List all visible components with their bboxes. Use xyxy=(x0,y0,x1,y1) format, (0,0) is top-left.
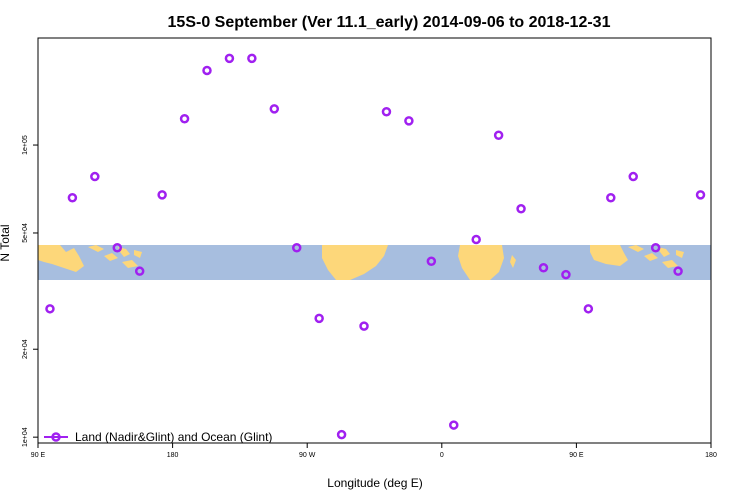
data-point xyxy=(247,53,257,64)
data-point xyxy=(336,429,347,440)
data-point xyxy=(493,130,504,141)
y-axis: 1e+04 2e+04 5e+04 1e+05 xyxy=(22,135,38,447)
data-point xyxy=(134,266,145,276)
land-shape xyxy=(122,260,138,268)
x-tick-label: 90 E xyxy=(31,452,46,459)
y-tick-label: 1e+04 xyxy=(22,427,29,447)
data-point xyxy=(583,304,594,314)
plot-frame xyxy=(37,37,712,444)
land-areas xyxy=(38,245,684,280)
data-point xyxy=(606,193,616,203)
land-shape xyxy=(458,245,504,280)
y-axis-title: N Total xyxy=(0,224,12,261)
land-shape xyxy=(134,250,142,258)
land-shape xyxy=(644,253,658,261)
data-point xyxy=(426,256,437,267)
data-point xyxy=(359,321,369,331)
land-shape xyxy=(104,253,118,261)
land-shape xyxy=(590,245,628,266)
data-point xyxy=(67,193,78,203)
data-point xyxy=(179,114,190,124)
x-axis: 90 E 180 90 W 0 90 E 180 xyxy=(31,443,717,459)
x-axis-title: Longitude (deg E) xyxy=(327,476,422,490)
data-point xyxy=(650,243,661,253)
data-point xyxy=(695,190,706,200)
data-point xyxy=(381,107,392,117)
data-point xyxy=(45,304,55,314)
land-shape xyxy=(510,255,516,268)
background-map xyxy=(38,245,711,280)
land-shape xyxy=(322,245,388,280)
data-point xyxy=(112,243,123,253)
legend: Land (Nadir&Glint) and Ocean (Glint) xyxy=(44,430,272,444)
data-point xyxy=(538,263,549,273)
data-point xyxy=(157,190,167,200)
land-shape xyxy=(658,247,670,257)
land-shape xyxy=(662,260,678,268)
data-point xyxy=(673,266,683,276)
y-tick-label: 2e+04 xyxy=(22,339,29,359)
x-tick-label: 180 xyxy=(167,452,179,459)
data-point xyxy=(291,243,302,253)
y-tick-label: 5e+04 xyxy=(22,223,29,243)
data-point xyxy=(202,65,212,76)
y-tick-label: 1e+05 xyxy=(22,135,29,155)
data-point xyxy=(224,53,235,64)
data-points xyxy=(45,53,706,440)
x-tick-label: 180 xyxy=(705,452,717,459)
data-point xyxy=(561,269,571,280)
land-shape xyxy=(628,245,644,252)
data-point xyxy=(314,313,324,324)
x-tick-label: 90 W xyxy=(299,452,316,459)
land-shape xyxy=(676,250,684,258)
data-point xyxy=(628,171,638,182)
data-point xyxy=(404,116,414,126)
land-shape xyxy=(88,245,104,252)
data-point xyxy=(516,204,526,214)
x-tick-label: 90 E xyxy=(569,452,584,459)
legend-marker xyxy=(51,432,61,442)
legend-label: Land (Nadir&Glint) and Ocean (Glint) xyxy=(75,430,272,444)
data-point xyxy=(449,420,459,430)
data-point xyxy=(471,234,481,245)
land-shape xyxy=(38,245,84,272)
data-point xyxy=(269,104,280,114)
data-point xyxy=(90,171,100,182)
x-tick-label: 0 xyxy=(440,452,444,459)
chart-title: 15S-0 September (Ver 11.1_early) 2014-09… xyxy=(168,14,611,31)
